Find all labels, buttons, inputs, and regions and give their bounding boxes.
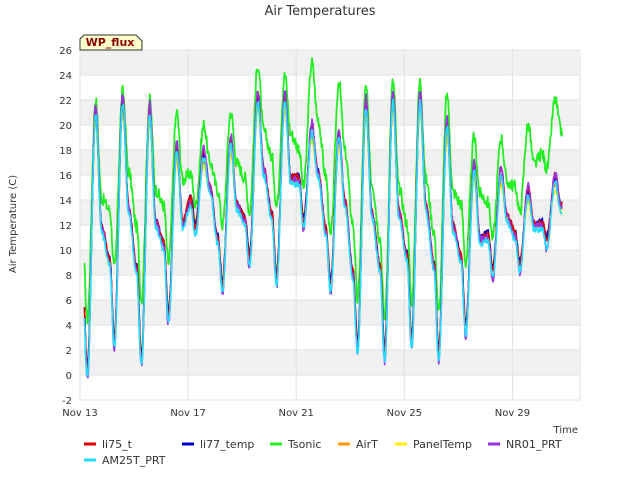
series-line-am25t-prt [83,98,563,377]
y-tick-label: 20 [59,121,72,132]
plot-band [80,150,580,175]
y-tick-label: 2 [66,346,72,357]
plot-band [80,100,580,125]
legend-item-li75-t: li75_t [84,438,133,451]
legend-item-am25t-prt: AM25T_PRT [84,454,166,467]
legend-item-paneltemp: PanelTemp [395,438,472,451]
plot-band [80,300,580,325]
y-tick-label: 8 [66,271,72,282]
y-tick-label: 18 [59,146,72,157]
y-tick-label: 24 [59,71,72,82]
x-tick-label: Nov 21 [279,408,314,419]
x-axis-label: Time [553,425,578,436]
legend: li75_t li77_temp Tsonic AirT PanelTemp NR01_P… [84,438,562,467]
y-tick-label: 6 [66,296,72,307]
legend-item-nr01-prt: NR01_PRT [488,438,562,451]
y-tick-label: -2 [62,396,72,407]
legend-label: PanelTemp [413,438,472,451]
y-tick-label: 16 [59,171,72,182]
y-tick-label: 0 [66,371,72,382]
legend-item-airt: AirT [338,438,378,451]
legend-label: AM25T_PRT [102,454,166,467]
plot-band [80,350,580,375]
y-tick-label: 4 [66,321,72,332]
x-tick-label: Nov 29 [495,408,530,419]
badge-box [79,34,143,51]
chart-title: Air Temperatures [264,4,375,19]
y-tick-label: 22 [59,96,72,107]
plot-band [80,50,580,75]
legend-label: Tsonic [287,438,321,451]
y-tick-label: 26 [59,46,72,57]
y-tick-label: 14 [59,196,72,207]
legend-label: li75_t [102,438,133,451]
x-tick-label: Nov 25 [387,408,422,419]
legend-label: NR01_PRT [506,438,562,451]
series-line-tsonic [83,57,563,325]
y-tick-label: 10 [59,246,72,257]
y-tick-label: 12 [59,221,72,232]
y-axis-label: Air Temperature (C) [8,175,19,273]
x-axis-ticks: Nov 13 Nov 17 Nov 21 Nov 25 Nov 29 [62,408,530,419]
x-tick-label: Nov 17 [170,408,205,419]
legend-label: li77_temp [200,438,254,451]
legend-label: AirT [356,438,378,451]
legend-item-tsonic: Tsonic [270,438,321,451]
wp-flux-badge: WP_flux [79,34,143,51]
badge-label: WP_flux [86,36,135,49]
x-tick-label: Nov 13 [62,408,97,419]
legend-item-li77-temp: li77_temp [182,438,254,451]
series-lines [83,57,563,379]
